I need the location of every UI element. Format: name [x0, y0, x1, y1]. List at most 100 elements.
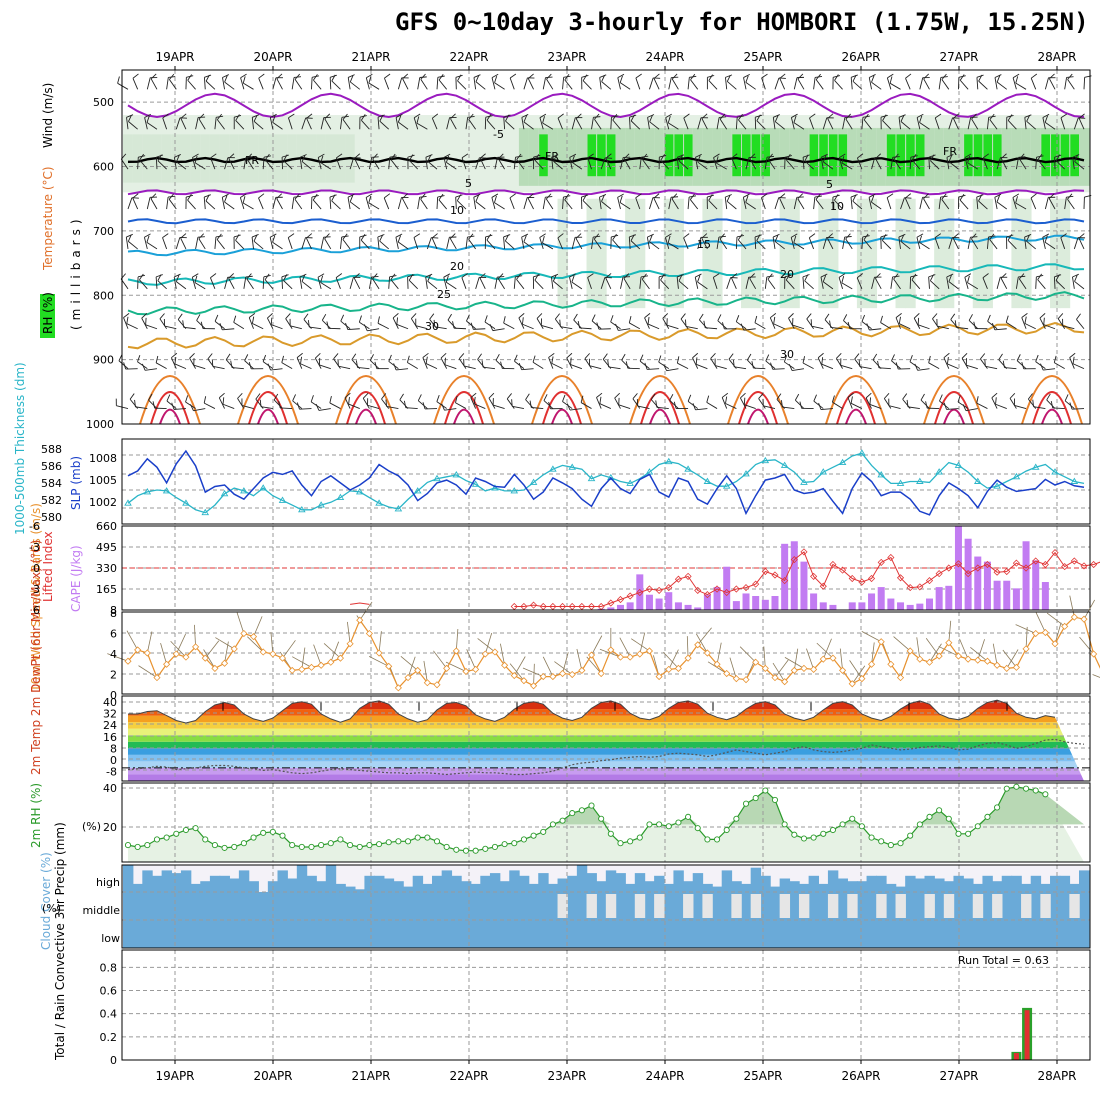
rh-shade: [219, 134, 231, 183]
wind-barb-flag: [425, 356, 428, 364]
wind-barb-flag: [146, 115, 150, 123]
wind-barb-flag: [898, 233, 906, 238]
wind-barb-flag: [486, 114, 492, 121]
wind-barb-flag: [1032, 399, 1034, 407]
wind-barb-flag: [219, 392, 225, 399]
wind10-barb: [849, 660, 863, 679]
wind-barb-flag: [281, 154, 289, 158]
wind-barb: [410, 318, 419, 329]
wind-barb: [365, 197, 370, 210]
rh-shade: [934, 127, 945, 186]
wind10-point: [819, 655, 827, 663]
rh-shade: [741, 198, 752, 309]
wind-barb: [497, 278, 505, 290]
rh-shade: [702, 127, 713, 186]
wind-barb: [344, 397, 351, 409]
wind-barb: [708, 80, 718, 90]
wind-barb: [420, 78, 428, 90]
wind-barb: [1015, 82, 1027, 90]
wind-barb: [173, 408, 186, 410]
cape-bar: [906, 604, 914, 610]
cloud-bar-low: [306, 920, 317, 948]
wind-barb-flag: [285, 313, 291, 319]
wind-barb: [764, 276, 768, 289]
wind-barb: [745, 277, 750, 289]
wind-barb-flag: [205, 194, 210, 202]
wind-barb: [347, 197, 351, 210]
wind-barb-flag: [667, 235, 671, 243]
wind-barb: [982, 157, 988, 170]
wind-barb-flag: [1015, 196, 1018, 204]
wind-barb: [125, 236, 129, 249]
wind-barb: [276, 198, 283, 210]
wind-barb-flag: [707, 75, 715, 78]
wind-barb-flag: [582, 74, 588, 81]
wind10-barb: [630, 638, 650, 652]
cloud-bar-low: [798, 920, 810, 948]
cloud-row-label: middle: [82, 904, 120, 917]
panel-frame: [121, 69, 1091, 425]
wind-barb: [1048, 78, 1056, 90]
wind-axis-label: Wind (m/s): [41, 83, 55, 148]
wind-barb-flag: [978, 74, 983, 82]
wind-barb: [716, 237, 720, 250]
wind-barb: [427, 280, 438, 290]
wind10-point: [597, 669, 605, 678]
wind-barb-flag: [283, 274, 288, 281]
wind-barb: [900, 241, 911, 250]
thickness-tick-label: 584: [41, 477, 62, 490]
rh-shade: [1011, 127, 1022, 186]
cape-bar: [607, 607, 615, 610]
wind-barb-flag: [190, 404, 194, 411]
wind-barb-flag: [1048, 193, 1055, 199]
wind-barb: [221, 197, 226, 210]
wind-barb-flag: [605, 153, 612, 159]
cloud-bar-high: [702, 883, 713, 892]
wind-barb: [118, 360, 129, 369]
wind-barb: [455, 402, 467, 409]
wind10-point: [645, 647, 654, 655]
wind-barb-flag: [976, 396, 979, 404]
wind-barb: [1074, 161, 1085, 170]
wind-barb-flag: [392, 313, 399, 319]
li-point: [877, 558, 885, 566]
rh-shade-high: [761, 134, 771, 177]
wind-barb: [882, 240, 892, 250]
temp2m-tick-label: 24: [103, 719, 117, 732]
wind-barb: [514, 360, 525, 370]
wind-barb: [716, 162, 727, 170]
cloud-bar-high: [963, 878, 974, 892]
wind-barb: [706, 401, 718, 409]
wind-barb: [632, 398, 641, 409]
cape-tick-label: 660: [96, 520, 117, 533]
wind10-point: [240, 629, 248, 638]
wind-barb: [905, 78, 911, 90]
rh2m-point: [1003, 785, 1010, 792]
wind-barb-flag: [340, 314, 345, 322]
wind-barb: [817, 357, 824, 369]
wind-barb: [260, 406, 273, 409]
cloud-bar-low: [586, 920, 597, 948]
wind-barb-flag: [134, 399, 136, 407]
wind-barb: [542, 122, 554, 130]
wind-barb-flag: [456, 194, 462, 201]
wind-barb: [262, 361, 274, 370]
rh2m-point: [926, 813, 933, 820]
wind-barb: [475, 201, 486, 210]
wind-barb: [871, 201, 882, 210]
wind-barb-flag: [869, 397, 871, 405]
wind-barb-flag: [882, 114, 887, 121]
cloud-bar-middle-gap: [924, 894, 935, 918]
wind10-barb: [236, 612, 245, 634]
wind-barb-flag: [996, 75, 1001, 83]
wind-barb: [863, 239, 872, 250]
cloud-bar-high: [992, 881, 1003, 892]
wind-barb-flag: [1043, 317, 1045, 325]
li-point: [723, 588, 731, 597]
cloud-bar-low: [876, 920, 887, 948]
wind-barb: [629, 322, 641, 330]
wind-barb-flag: [591, 314, 596, 322]
wind-barb: [589, 365, 602, 370]
